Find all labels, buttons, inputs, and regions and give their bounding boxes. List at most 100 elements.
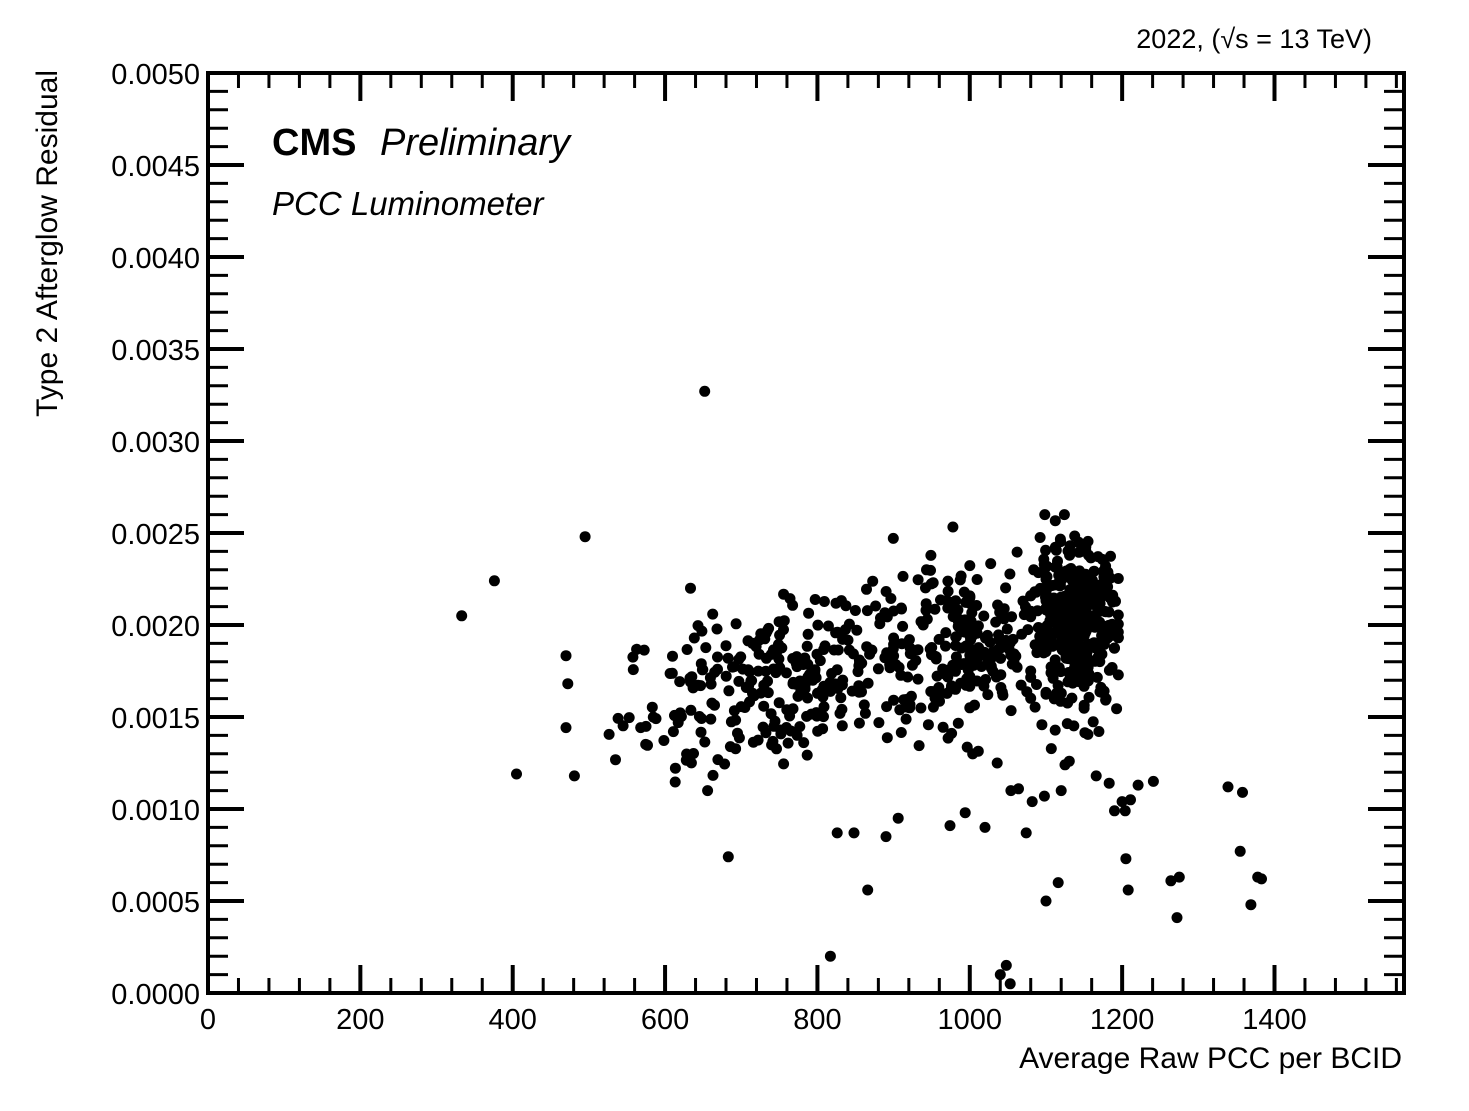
data-point (1093, 726, 1105, 737)
data-point (699, 736, 711, 748)
data-point (696, 713, 707, 724)
data-point (1055, 666, 1067, 678)
data-point (1039, 509, 1051, 521)
data-point (925, 564, 936, 576)
data-point (1082, 652, 1093, 664)
data-point (1031, 679, 1042, 690)
data-point (970, 626, 982, 638)
data-point (897, 570, 909, 582)
data-point (834, 707, 846, 719)
data-point (965, 615, 977, 627)
data-point (771, 645, 783, 657)
data-point (579, 531, 591, 543)
data-point (1091, 671, 1103, 683)
data-point (1049, 561, 1061, 573)
data-point (699, 385, 711, 397)
data-point (925, 549, 937, 561)
data-point (952, 620, 964, 632)
data-point (798, 737, 810, 749)
data-point (704, 672, 716, 684)
x-tick-label: 1200 (1090, 1004, 1155, 1036)
data-point (1068, 666, 1080, 678)
data-point (1106, 662, 1118, 673)
data-point (842, 634, 854, 646)
data-point (1055, 695, 1067, 707)
data-point (922, 719, 934, 731)
detector-label: PCC Luminometer (272, 185, 545, 222)
data-point (778, 758, 790, 770)
data-point (1034, 532, 1046, 543)
data-point (848, 827, 860, 839)
data-point (1068, 720, 1080, 732)
data-point (1099, 606, 1111, 617)
data-point (935, 594, 946, 606)
data-point (867, 575, 879, 587)
data-point (723, 685, 735, 697)
data-point (1087, 716, 1099, 728)
data-point (1165, 875, 1177, 887)
data-point (1094, 686, 1106, 698)
data-point (727, 661, 738, 673)
data-point (1052, 877, 1064, 889)
data-point (1059, 622, 1071, 634)
data-point (1067, 653, 1079, 665)
x-tick-label: 1000 (938, 1004, 1003, 1036)
data-point (859, 707, 871, 719)
status-label: Preliminary (380, 122, 572, 164)
data-point (763, 622, 775, 634)
data-point (610, 754, 621, 766)
data-point (1040, 688, 1052, 700)
data-point (960, 596, 972, 608)
data-point (942, 732, 954, 744)
data-point (712, 754, 724, 766)
data-point (1049, 541, 1061, 553)
data-point (1109, 642, 1120, 654)
data-point (1098, 571, 1110, 583)
data-point (1020, 827, 1032, 839)
data-point (1025, 665, 1037, 677)
data-point (942, 585, 954, 597)
data-point (1069, 530, 1081, 542)
data-point (809, 664, 821, 676)
data-point (990, 616, 1002, 628)
data-point (843, 618, 855, 630)
data-point (934, 695, 945, 707)
data-point (814, 655, 826, 667)
y-tick-label: 0.0020 (111, 611, 200, 643)
data-point (730, 618, 742, 630)
data-point (1049, 724, 1061, 736)
data-point (1062, 594, 1074, 606)
y-tick-labels: 0.0000 0.0005 0.0010 0.0015 0.0020 0.0025 0.00… (111, 59, 200, 1011)
x-tick-label: 1400 (1242, 1004, 1307, 1036)
data-point (722, 652, 734, 664)
data-point (774, 629, 786, 641)
data-point (892, 812, 904, 824)
energy-label: 2022, (√s = 13 TeV) (1136, 24, 1372, 54)
data-point (700, 642, 712, 654)
data-point (1041, 571, 1053, 583)
data-point (1088, 565, 1100, 577)
data-point (685, 757, 697, 769)
data-point (1078, 667, 1090, 679)
data-point (744, 666, 756, 678)
data-point (702, 785, 714, 797)
data-point (787, 703, 799, 715)
data-point (864, 648, 876, 660)
data-point (1047, 629, 1059, 641)
data-point (1110, 595, 1121, 607)
data-point (895, 727, 907, 738)
data-point (809, 594, 821, 605)
data-point (861, 605, 873, 617)
data-point (978, 610, 990, 622)
data-point (685, 704, 697, 716)
data-point (1029, 701, 1041, 713)
data-point (884, 662, 896, 674)
data-point (1026, 796, 1038, 808)
data-point (562, 678, 574, 690)
x-tick-label: 200 (336, 1004, 384, 1036)
data-point (1116, 796, 1128, 808)
data-point (617, 720, 629, 732)
data-point (913, 740, 925, 752)
data-point (1004, 568, 1016, 580)
data-point (1245, 899, 1257, 911)
